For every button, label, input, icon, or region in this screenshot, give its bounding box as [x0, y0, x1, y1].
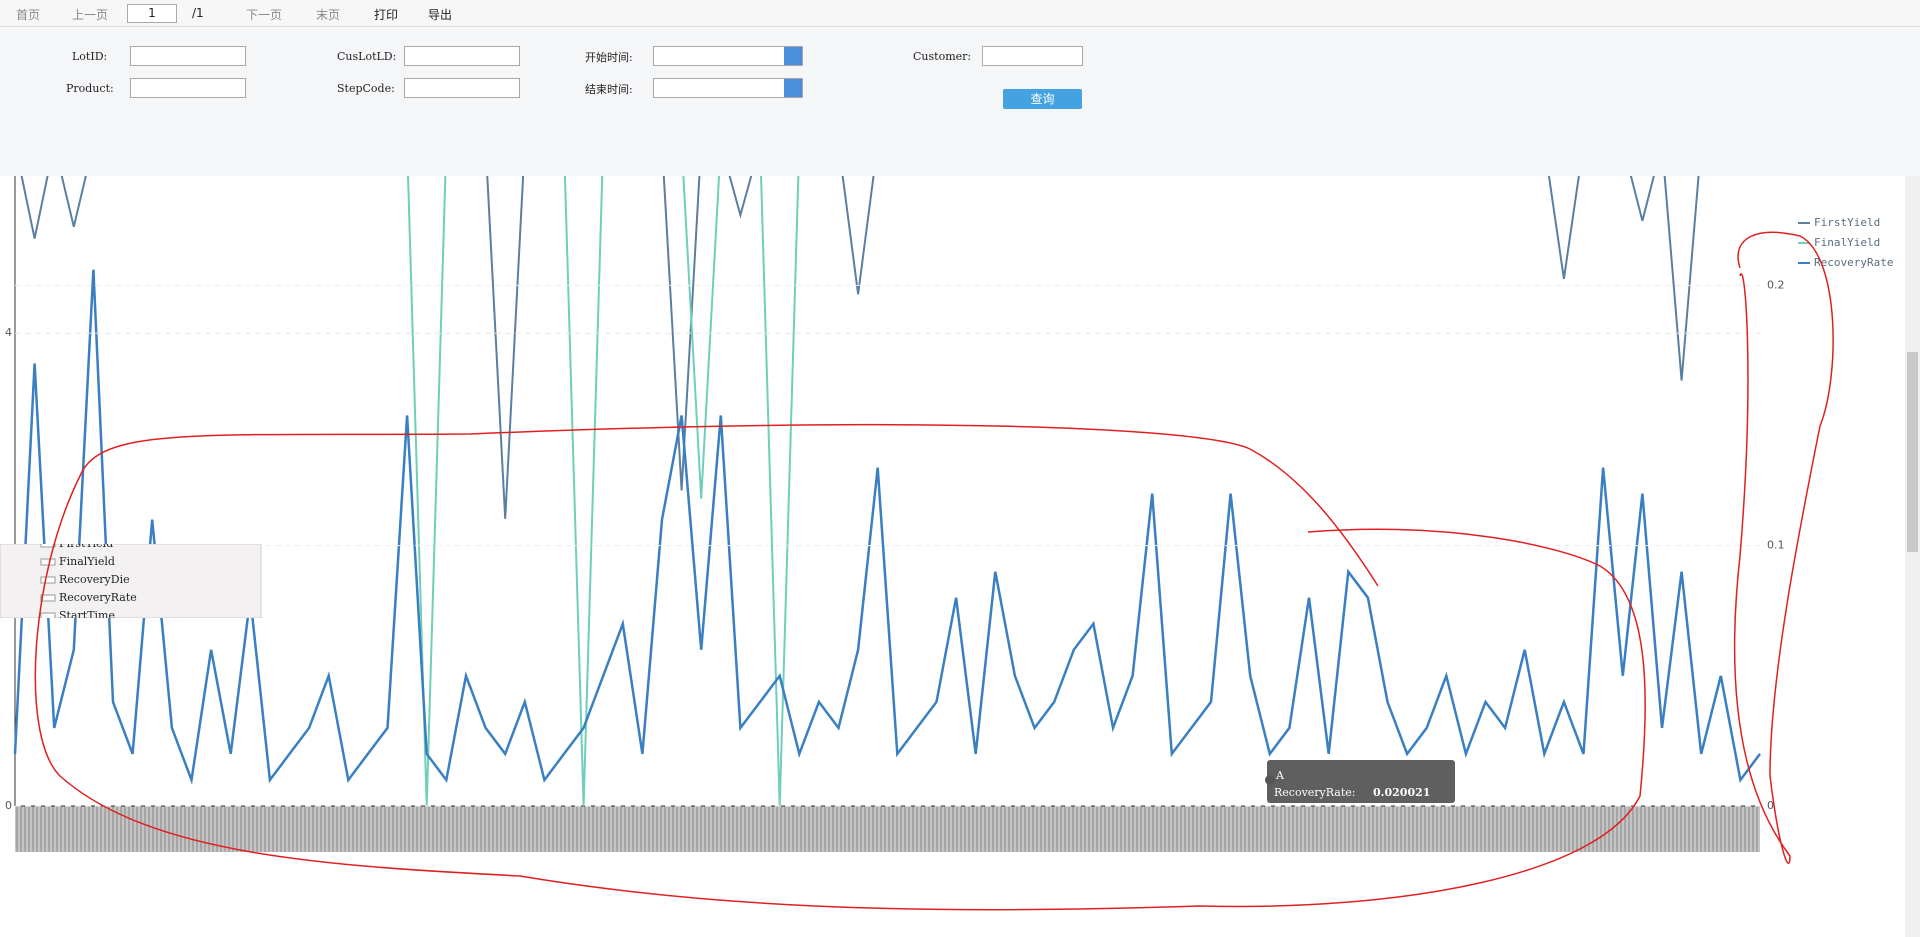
series-line	[407, 176, 800, 806]
label: Product:	[66, 82, 114, 95]
field-name: RecoveryRate	[59, 591, 137, 604]
field-icon	[40, 544, 56, 548]
label: Customer:	[913, 50, 972, 63]
date-input[interactable]	[653, 46, 803, 66]
field-name: RecoveryDie	[59, 573, 130, 586]
field-icon	[40, 576, 56, 584]
label: CusLotLD:	[337, 50, 397, 63]
calendar-icon[interactable]	[784, 79, 802, 97]
x-axis-labels	[15, 806, 1760, 852]
next-page[interactable]: 下一页	[246, 8, 283, 22]
input[interactable]	[130, 78, 246, 98]
toolbar: 首页 上一页 1 /1 下一页 末页 打印 导出	[0, 0, 1920, 27]
y2-tick-label: 0.2	[1767, 278, 1785, 291]
prev-page[interactable]: 上一页	[72, 8, 109, 22]
export[interactable]: 导出	[428, 8, 453, 22]
input[interactable]	[982, 46, 1083, 66]
series-line	[13, 269, 1761, 785]
chart: 0 4 0 0.1 0.2 FirstYield FinalYield RecoveryRat…	[0, 176, 1893, 911]
date-input[interactable]	[653, 78, 803, 98]
field-list-box	[0, 544, 262, 618]
field-name: StartTime	[59, 609, 115, 622]
tooltip-marker	[1265, 775, 1275, 785]
annotation	[34, 424, 1646, 911]
tooltip: A RecoveryRate: 0.020021	[1265, 760, 1455, 803]
legend-label: RecoveryRate	[1814, 256, 1893, 269]
input[interactable]	[130, 46, 246, 66]
tooltip-label: RecoveryRate:	[1274, 786, 1356, 799]
input[interactable]	[404, 46, 520, 66]
page-total: /1	[192, 6, 204, 20]
label: LotID:	[72, 50, 108, 63]
series-line	[20, 176, 1700, 519]
page-input[interactable]: 1	[127, 4, 177, 23]
field-name: FirstYield	[59, 537, 113, 550]
first-page[interactable]: 首页	[16, 8, 41, 22]
y2-tick-label: 0.1	[1767, 539, 1785, 552]
legend-label: FinalYield	[1814, 236, 1880, 249]
scroll-thumb[interactable]	[1907, 352, 1918, 552]
print[interactable]: 打印	[374, 8, 399, 22]
annotation	[1733, 231, 1834, 864]
last-page[interactable]: 末页	[316, 8, 341, 22]
query-button[interactable]: 查询	[1003, 89, 1082, 109]
label: 结束时间:	[585, 83, 633, 96]
legend-label: FirstYield	[1814, 216, 1880, 229]
tooltip-value: 0.020021	[1373, 786, 1430, 799]
calendar-icon[interactable]	[784, 47, 802, 65]
y-tick-label: 4	[5, 326, 12, 339]
annotation	[1249, 448, 1379, 587]
tooltip-category: A	[1275, 769, 1285, 782]
label: StepCode:	[337, 82, 395, 95]
tooltip-box	[1267, 760, 1455, 803]
filter-form: LotID: CusLotLD: 开始时间: Customer: Product…	[0, 27, 1920, 176]
field-icon	[40, 612, 56, 618]
label: 开始时间:	[585, 51, 633, 64]
y2-tick-label: 0	[1767, 799, 1774, 812]
field-name: FinalYield	[59, 555, 115, 568]
field-icon	[40, 558, 56, 566]
input[interactable]	[404, 78, 520, 98]
field-icon	[40, 594, 56, 602]
field-list: FirstYield FinalYield RecoveryDie RecoveryR…	[0, 537, 262, 622]
scrollbar[interactable]	[1905, 176, 1920, 937]
y-tick-label: 0	[5, 799, 12, 812]
